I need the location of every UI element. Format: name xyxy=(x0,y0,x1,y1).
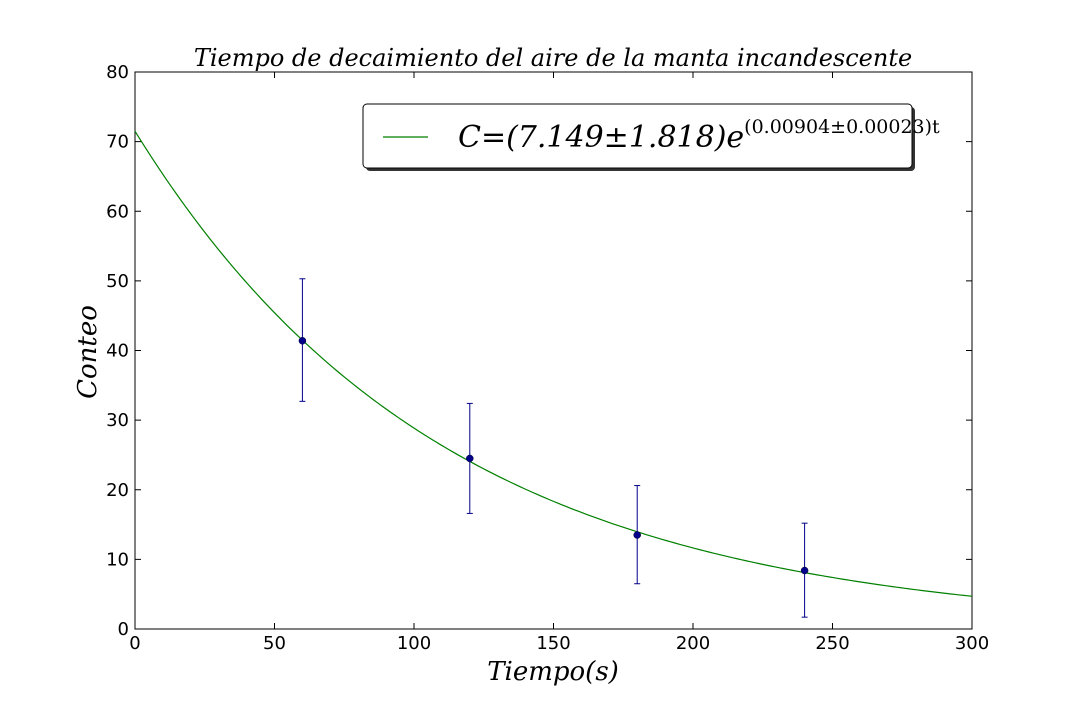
y-tick-label: 50 xyxy=(106,271,129,292)
data-point xyxy=(298,337,307,345)
x-axis-label: Tiempo(s) xyxy=(487,657,619,687)
data-point xyxy=(800,566,809,575)
y-tick-label: 20 xyxy=(106,480,129,501)
data-points xyxy=(298,337,809,575)
legend-label-exponent: (0.00904±0.00023)t xyxy=(744,116,940,138)
x-tick-label: 150 xyxy=(536,633,570,654)
y-tick-label: 40 xyxy=(106,341,129,362)
chart-title: Tiempo de decaimiento del aire de la man… xyxy=(194,44,912,72)
y-tick-label: 10 xyxy=(106,549,129,570)
x-tick-label: 200 xyxy=(676,633,710,654)
x-tick-label: 250 xyxy=(815,633,849,654)
x-tick-label: 0 xyxy=(129,633,140,654)
axis-ticks xyxy=(134,71,973,630)
x-tick-label: 100 xyxy=(397,633,431,654)
y-tick-label: 70 xyxy=(106,132,129,153)
x-tick-labels: 0 50 100 150 200 250 300 xyxy=(129,633,989,654)
y-axis-label: Conteo xyxy=(73,305,103,399)
legend-label-main: C=(7.149±1.818)e xyxy=(458,120,744,155)
y-tick-label: 30 xyxy=(106,410,129,431)
data-point xyxy=(466,454,474,463)
x-tick-label: 50 xyxy=(263,633,286,654)
y-tick-label: 0 xyxy=(118,619,129,640)
legend-label: C=(7.149±1.818)e(0.00904±0.00023)t xyxy=(458,116,940,155)
fit-curve xyxy=(134,130,973,597)
legend: C=(7.149±1.818)e(0.00904±0.00023)t xyxy=(362,103,940,171)
legend-box xyxy=(362,103,913,169)
x-tick-label: 300 xyxy=(955,633,989,654)
y-tick-label: 80 xyxy=(106,62,129,83)
y-tick-label: 60 xyxy=(106,201,129,222)
y-tick-labels: 0 10 20 30 40 50 60 70 80 xyxy=(106,62,129,640)
data-point xyxy=(633,531,641,539)
